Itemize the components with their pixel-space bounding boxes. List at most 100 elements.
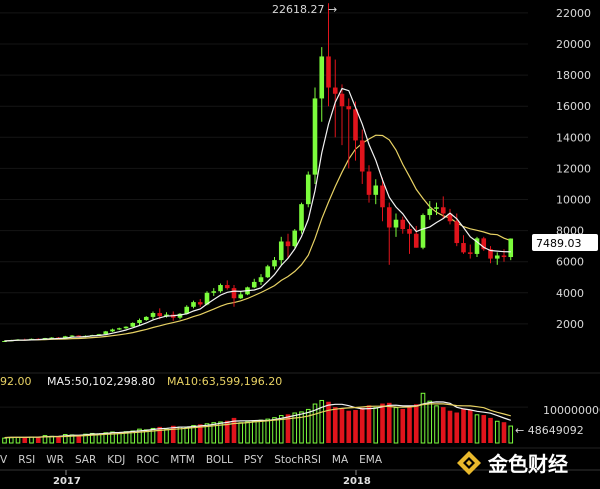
candle-body [231,288,237,299]
price-axis: 2000400060008000100001200014000160001800… [556,7,591,331]
candle [386,202,392,265]
price-grid [0,12,528,325]
volume-bar [353,410,358,443]
candle [467,244,473,259]
candle-body [407,229,412,234]
indicator-tab-stochrsi[interactable]: StochRSI [274,454,321,466]
candle-body [481,238,487,250]
candle-body [353,109,358,141]
volume-bar [191,425,196,444]
indicator-tabs: V RSI WR SAR KDJ ROC MTM BOLL PSY StochRSI MA EMA [0,454,383,466]
candle [312,87,318,184]
year-label-2018: 2018 [343,476,371,487]
volume-bar [137,428,142,444]
candle-body [339,93,345,107]
candles-layer [2,3,514,343]
y-tick-label: 4000 [556,287,584,300]
candle [265,264,271,279]
indicator-tab-mtm[interactable]: MTM [170,454,195,466]
candle-body [386,207,392,228]
candle-body [137,320,142,323]
volume-bar [278,415,284,444]
candle-body [278,241,284,261]
candle-body [143,316,149,321]
volume-bar [76,435,82,443]
indicator-tab-ema[interactable]: EMA [359,454,383,466]
candle-body [461,243,466,253]
volume-bar [332,407,338,443]
volume-bar [56,436,61,443]
volume-bar [251,420,257,444]
candle-body [400,219,406,230]
candle-body [184,306,190,314]
candle [319,47,325,122]
candle-body [332,87,338,94]
volume-bar [204,423,210,444]
y-tick-label: 20000 [556,38,591,51]
volume-bar [481,415,487,443]
candle-body [211,291,217,293]
candle [143,316,149,321]
volume-bar [42,435,48,444]
indicator-tab-wr[interactable]: WR [46,454,64,466]
volume-bar [467,410,473,443]
volume-bar [501,422,507,443]
candle [305,171,311,208]
candle [407,222,412,254]
volume-bar [265,418,271,444]
volume-bar [292,412,298,444]
candle-body [96,334,102,336]
candle [440,196,446,219]
candle [400,216,406,234]
volume-bar [434,405,439,444]
candle-body [238,294,244,299]
y-tick-label: 16000 [556,100,591,113]
volume-ma5-line [4,401,511,439]
candle [197,299,203,307]
indicator-tab-v[interactable]: V [0,454,8,466]
indicator-tab-ma[interactable]: MA [332,454,349,466]
candle [380,177,385,222]
candle-body [251,281,257,288]
indicator-tab-psy[interactable]: PSY [244,454,264,466]
volume-bar [339,408,345,443]
candle-body [447,213,453,222]
candle-body [191,302,196,307]
candle [272,257,277,270]
candle [224,280,230,290]
volume-bar [312,403,318,444]
candle-body [305,174,311,205]
volume-bar [366,405,372,443]
y-tick-label: 14000 [556,131,591,144]
candle-body [103,331,109,335]
volume-bar [62,434,68,444]
indicator-tab-rsi[interactable]: RSI [18,454,35,466]
candle-body [204,292,210,305]
high-price-marker: 22618.27 → [272,3,337,16]
candle [393,213,399,237]
volume-bar [164,428,169,444]
indicator-tab-roc[interactable]: ROC [136,454,159,466]
volume-bar [245,421,250,444]
last-price-label: 7489.03 [536,237,582,250]
candle-body [366,171,372,195]
candle-body [76,335,82,337]
candle [353,101,358,161]
ma10-line-layer [4,134,512,342]
candle-body [373,185,379,195]
indicator-tab-sar[interactable]: SAR [75,454,96,466]
candle [231,285,237,307]
candle [508,238,514,261]
volume-bar [218,421,223,444]
volume-bar [400,408,406,443]
volume-bar [150,427,156,444]
volume-bar [508,425,514,444]
indicator-tab-kdj[interactable]: KDJ [107,454,125,466]
candle-body [359,140,365,172]
candle-body [440,207,446,214]
candle-body [177,313,183,318]
indicator-tab-boll[interactable]: BOLL [206,454,233,466]
volume-bar [319,399,325,444]
volume-value-label: 92.00 [0,375,32,388]
